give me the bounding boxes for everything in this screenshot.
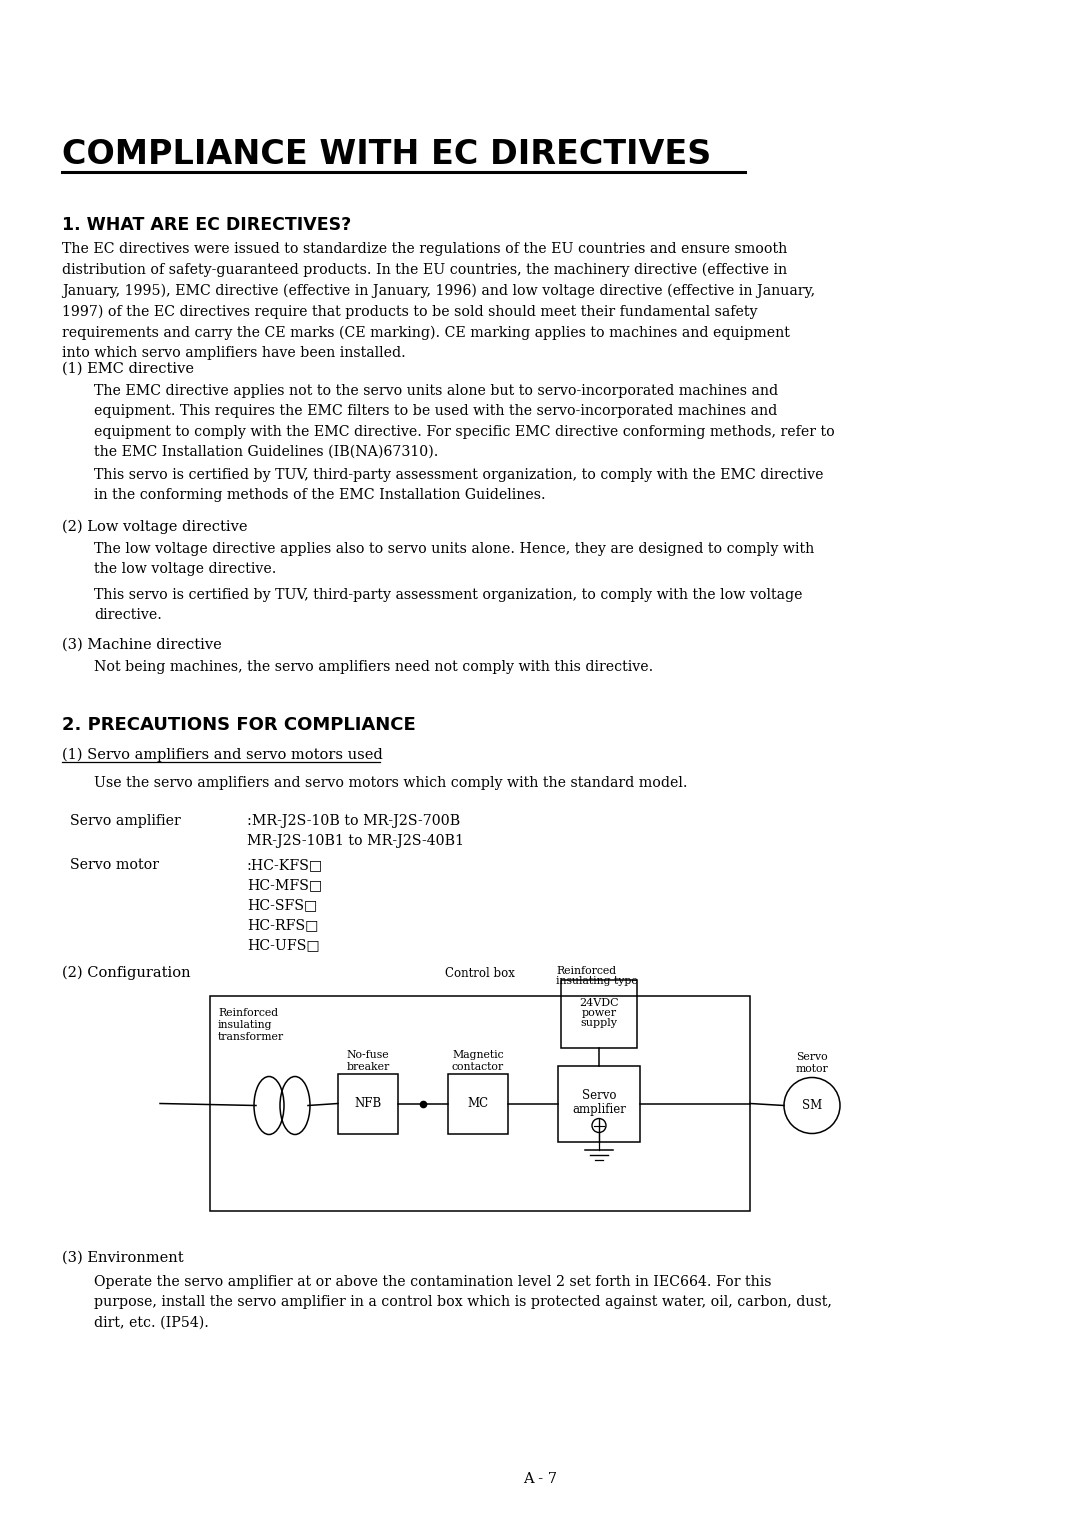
Text: (3) Environment: (3) Environment xyxy=(62,1251,184,1265)
Text: power: power xyxy=(581,1008,617,1019)
Text: Reinforced: Reinforced xyxy=(556,966,616,975)
Bar xyxy=(338,1074,399,1134)
Text: The EC directives were issued to standardize the regulations of the EU countries: The EC directives were issued to standar… xyxy=(62,241,815,361)
Text: Reinforced: Reinforced xyxy=(218,1008,279,1018)
Text: NFB: NFB xyxy=(354,1097,381,1109)
Text: Servo: Servo xyxy=(796,1053,827,1062)
Text: HC-SFS□: HC-SFS□ xyxy=(247,898,318,912)
Text: :HC-KFS□: :HC-KFS□ xyxy=(247,859,323,872)
Text: insulating type: insulating type xyxy=(556,975,638,986)
Text: The EMC directive applies not to the servo units alone but to servo-incorporated: The EMC directive applies not to the ser… xyxy=(94,384,835,458)
Text: 2. PRECAUTIONS FOR COMPLIANCE: 2. PRECAUTIONS FOR COMPLIANCE xyxy=(62,717,416,733)
Bar xyxy=(558,1065,640,1141)
Text: insulating: insulating xyxy=(218,1021,272,1030)
Text: Servo: Servo xyxy=(582,1089,617,1102)
Text: 24VDC: 24VDC xyxy=(579,998,619,1008)
Text: No-fuse: No-fuse xyxy=(347,1050,389,1059)
Text: :MR-J2S-10B to MR-J2S-700B: :MR-J2S-10B to MR-J2S-700B xyxy=(247,814,460,828)
Text: (2) Configuration: (2) Configuration xyxy=(62,966,191,981)
Text: Use the servo amplifiers and servo motors which comply with the standard model.: Use the servo amplifiers and servo motor… xyxy=(94,776,688,790)
Text: Not being machines, the servo amplifiers need not comply with this directive.: Not being machines, the servo amplifiers… xyxy=(94,660,653,674)
Text: (1) Servo amplifiers and servo motors used: (1) Servo amplifiers and servo motors us… xyxy=(62,749,382,762)
Text: The low voltage directive applies also to servo units alone. Hence, they are des: The low voltage directive applies also t… xyxy=(94,542,814,576)
Text: supply: supply xyxy=(581,1019,618,1028)
Bar xyxy=(448,1074,508,1134)
Text: Operate the servo amplifier at or above the contamination level 2 set forth in I: Operate the servo amplifier at or above … xyxy=(94,1274,832,1329)
Text: (1) EMC directive: (1) EMC directive xyxy=(62,362,194,376)
Text: Servo amplifier: Servo amplifier xyxy=(70,814,180,828)
Text: This servo is certified by TUV, third-party assessment organization, to comply w: This servo is certified by TUV, third-pa… xyxy=(94,468,824,503)
Text: This servo is certified by TUV, third-party assessment organization, to comply w: This servo is certified by TUV, third-pa… xyxy=(94,588,802,622)
Text: motor: motor xyxy=(796,1065,828,1074)
Text: amplifier: amplifier xyxy=(572,1103,626,1115)
Text: breaker: breaker xyxy=(347,1062,390,1071)
Text: transformer: transformer xyxy=(218,1031,284,1042)
Text: (2) Low voltage directive: (2) Low voltage directive xyxy=(62,520,247,535)
Bar xyxy=(210,996,750,1212)
Text: 1. WHAT ARE EC DIRECTIVES?: 1. WHAT ARE EC DIRECTIVES? xyxy=(62,215,351,234)
Text: Magnetic: Magnetic xyxy=(453,1050,503,1059)
Text: HC-MFS□: HC-MFS□ xyxy=(247,879,322,892)
Text: COMPLIANCE WITH EC DIRECTIVES: COMPLIANCE WITH EC DIRECTIVES xyxy=(62,138,712,171)
Text: contactor: contactor xyxy=(451,1062,504,1071)
Text: Servo motor: Servo motor xyxy=(70,859,159,872)
Text: HC-UFS□: HC-UFS□ xyxy=(247,938,320,952)
Text: MR-J2S-10B1 to MR-J2S-40B1: MR-J2S-10B1 to MR-J2S-40B1 xyxy=(247,834,464,848)
Text: SM: SM xyxy=(801,1099,822,1112)
Text: MC: MC xyxy=(468,1097,488,1109)
Bar xyxy=(561,979,637,1048)
Text: (3) Machine directive: (3) Machine directive xyxy=(62,639,221,652)
Text: HC-RFS□: HC-RFS□ xyxy=(247,918,319,932)
Text: A - 7: A - 7 xyxy=(523,1471,557,1487)
Text: Control box: Control box xyxy=(445,967,515,979)
